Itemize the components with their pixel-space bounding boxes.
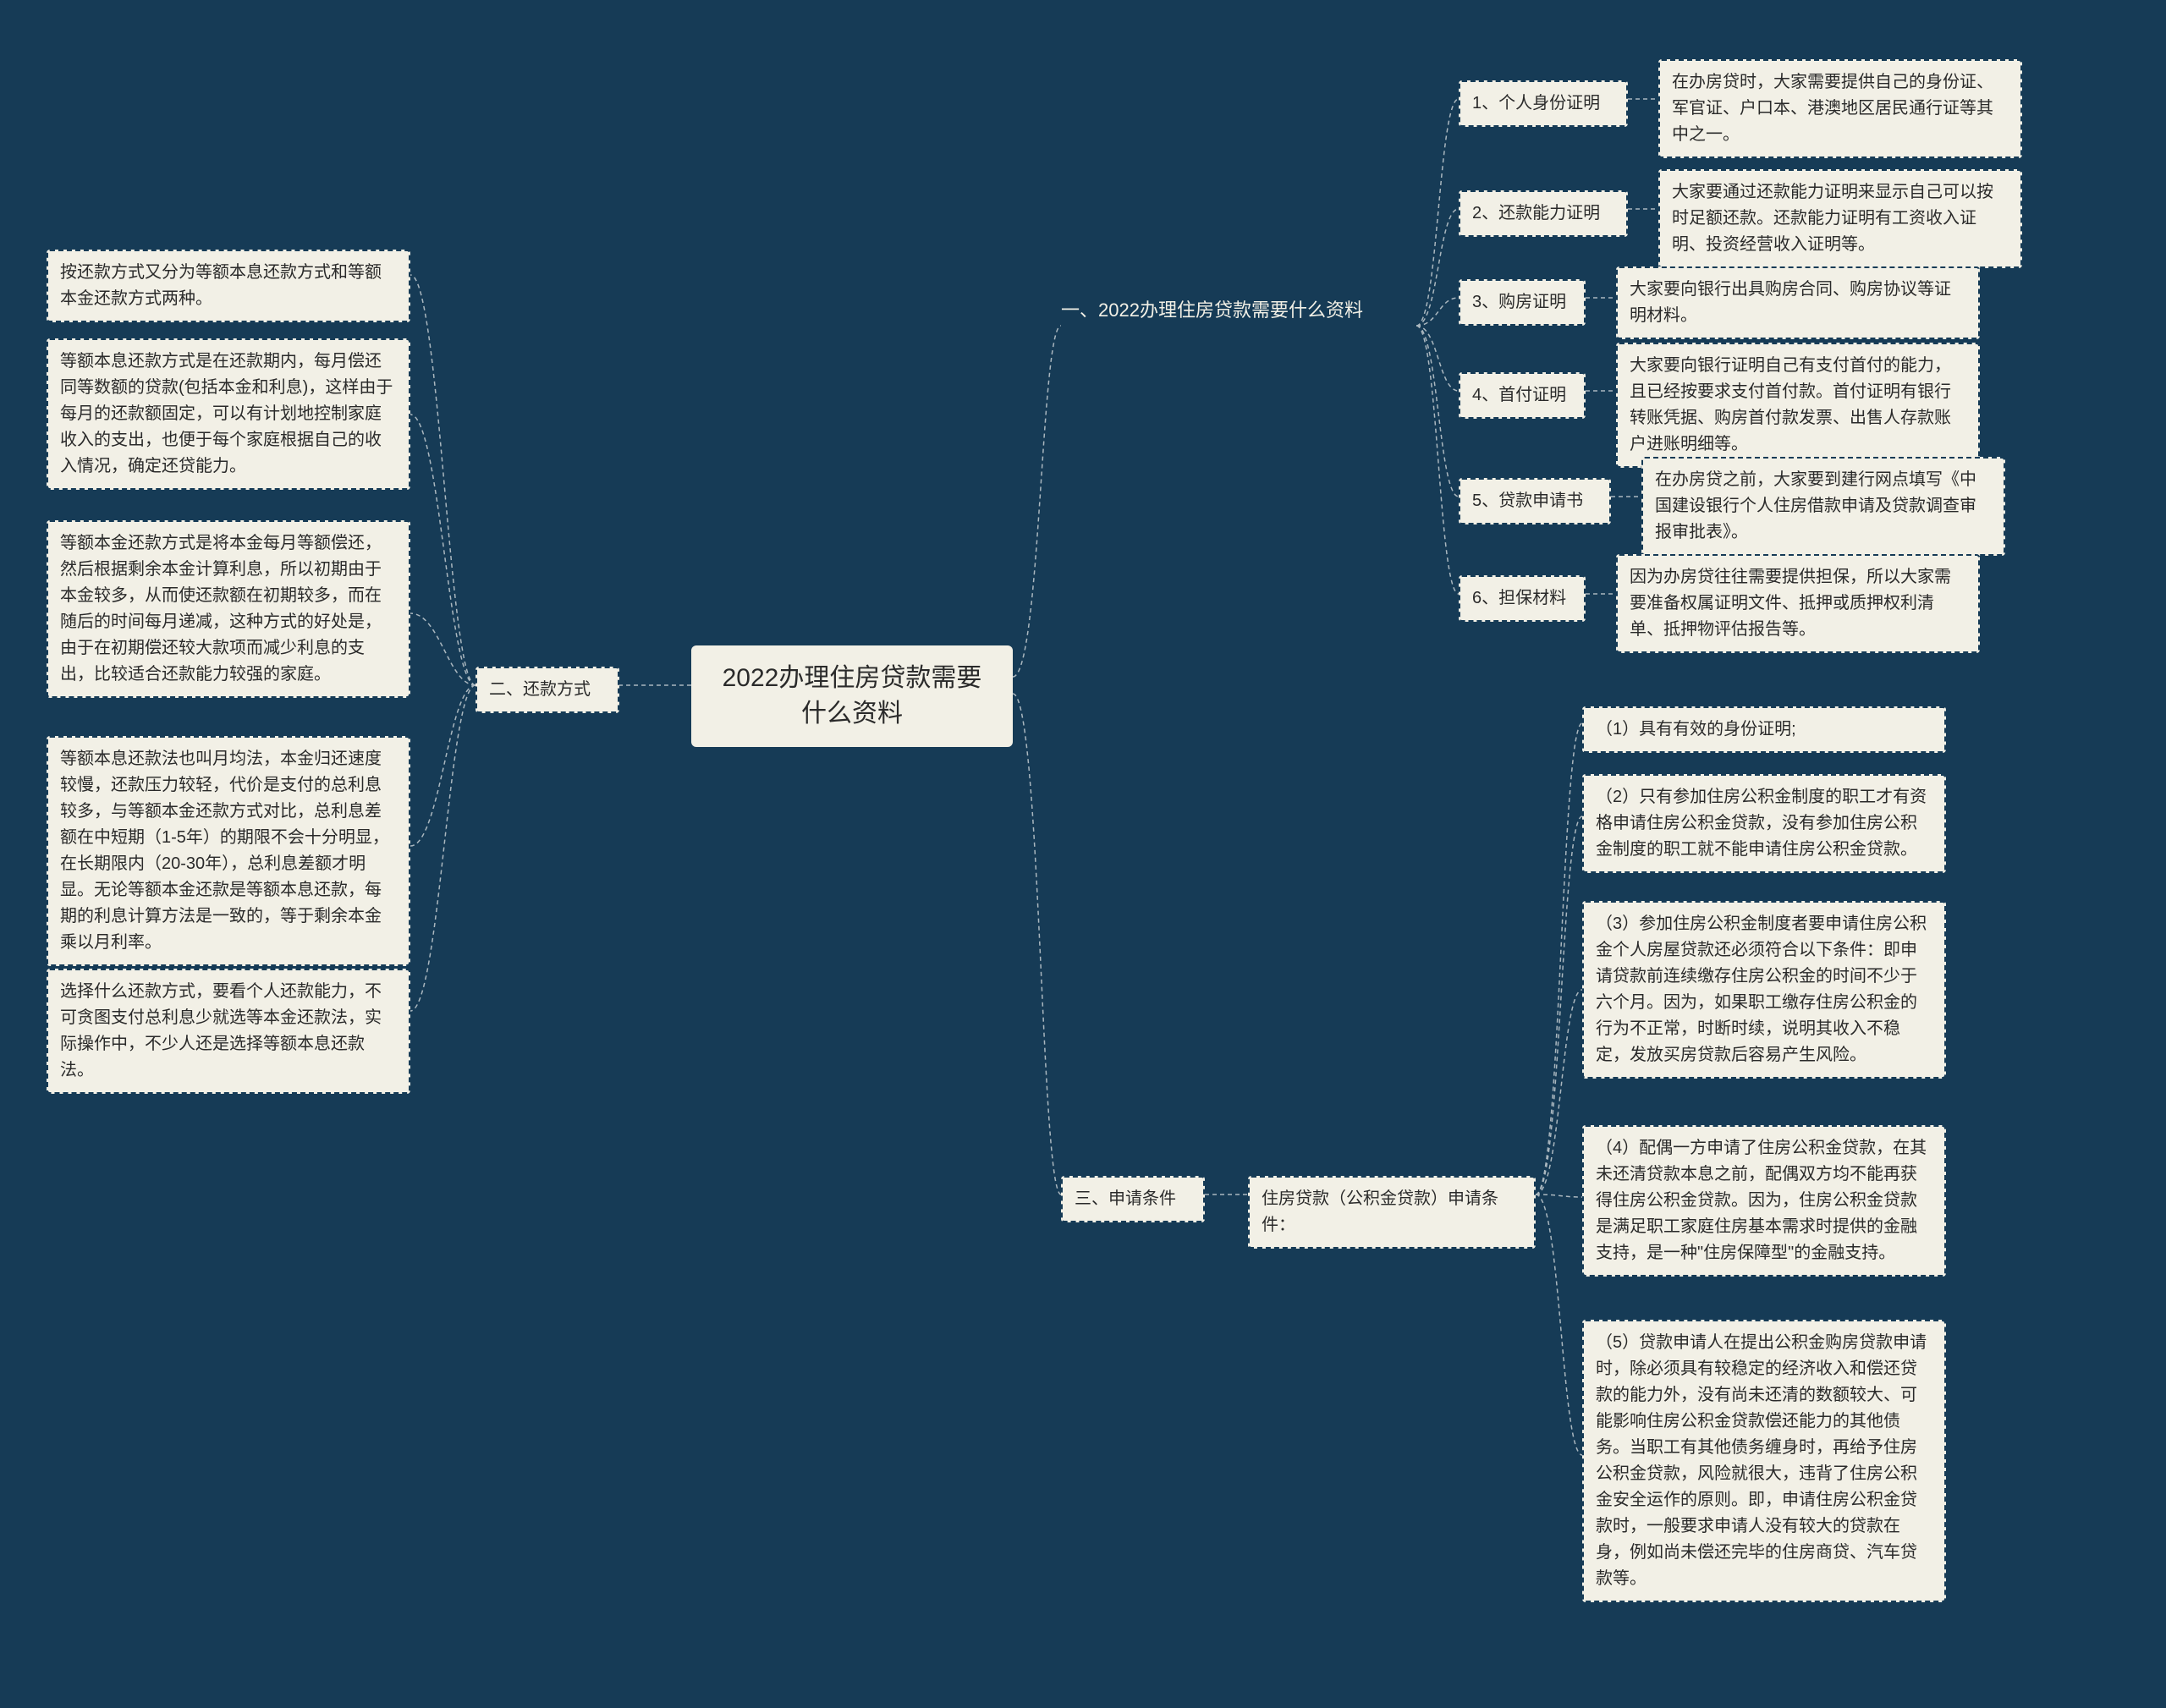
b1-item-3-label: 3、购房证明 <box>1459 279 1586 326</box>
b1-item-6-label: 6、担保材料 <box>1459 575 1586 622</box>
b1-item-1-label: 1、个人身份证明 <box>1459 80 1628 127</box>
b1-item-1-detail: 在办房贷时，大家需要提供自己的身份证、军官证、户口本、港澳地区居民通行证等其中之… <box>1658 59 2022 158</box>
b1-item-4-detail: 大家要向银行证明自己有支付首付的能力，且已经按要求支付首付款。首付证明有银行转账… <box>1616 343 1980 468</box>
branch-three-sub: 住房贷款（公积金贷款）申请条件： <box>1248 1176 1536 1249</box>
b3-item-5: （5）贷款申请人在提出公积金购房贷款申请时，除必须具有较稳定的经济收入和偿还贷款… <box>1582 1320 1946 1602</box>
b2-item-1: 按还款方式又分为等额本息还款方式和等额本金还款方式两种。 <box>47 250 410 322</box>
b1-item-5-detail: 在办房贷之前，大家要到建行网点填写《中国建设银行个人住房借款申请及贷款调查审报审… <box>1641 457 2005 556</box>
b1-item-2-label: 2、还款能力证明 <box>1459 190 1628 237</box>
b3-item-3: （3）参加住房公积金制度者要申请住房公积金个人房屋贷款还必须符合以下条件：即申请… <box>1582 901 1946 1079</box>
b2-item-5: 选择什么还款方式，要看个人还款能力，不可贪图支付总利息少就选等本金还款法，实际操… <box>47 969 410 1094</box>
b3-item-1: （1）具有有效的身份证明; <box>1582 706 1946 753</box>
b1-item-3-detail: 大家要向银行出具购房合同、购房协议等证明材料。 <box>1616 266 1980 339</box>
branch-three-label: 三、申请条件 <box>1061 1176 1205 1222</box>
b1-item-5-label: 5、贷款申请书 <box>1459 478 1611 524</box>
b1-item-2-detail: 大家要通过还款能力证明来显示自己可以按时足额还款。还款能力证明有工资收入证明、投… <box>1658 169 2022 268</box>
b2-item-4: 等额本息还款法也叫月均法，本金归还速度较慢，还款压力较轻，代价是支付的总利息较多… <box>47 736 410 966</box>
branch-one-label: 一、2022办理住房贷款需要什么资料 <box>1061 296 1416 324</box>
b2-item-2: 等额本息还款方式是在还款期内，每月偿还同等数额的贷款(包括本金和利息)，这样由于… <box>47 338 410 490</box>
b1-item-6-detail: 因为办房贷往往需要提供担保，所以大家需要准备权属证明文件、抵押或质押权利清单、抵… <box>1616 554 1980 653</box>
b1-item-4-label: 4、首付证明 <box>1459 372 1586 419</box>
b2-item-3: 等额本金还款方式是将本金每月等额偿还，然后根据剩余本金计算利息，所以初期由于本金… <box>47 520 410 698</box>
root-node: 2022办理住房贷款需要什么资料 <box>691 645 1013 747</box>
b3-item-4: （4）配偶一方申请了住房公积金贷款，在其未还清贷款本息之前，配偶双方均不能再获得… <box>1582 1125 1946 1277</box>
branch-two-label: 二、还款方式 <box>476 667 619 713</box>
b3-item-2: （2）只有参加住房公积金制度的职工才有资格申请住房公积金贷款，没有参加住房公积金… <box>1582 774 1946 873</box>
